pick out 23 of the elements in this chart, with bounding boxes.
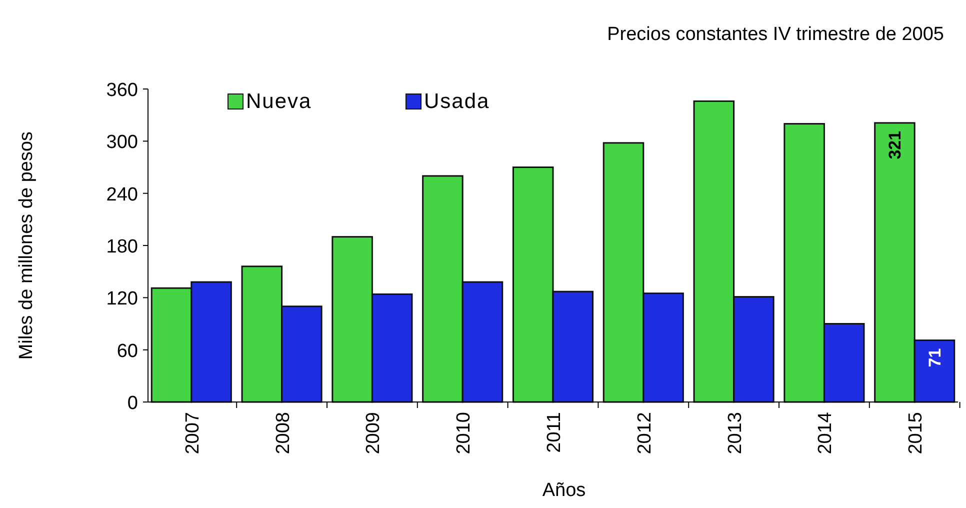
x-tick-label: 2011 [544,412,565,453]
data-label: 321 [886,130,905,160]
x-tick-label: 2015 [906,412,927,454]
y-tick-label: 0 [127,393,138,414]
x-tick-label: 2007 [182,412,204,454]
chart-subtitle: Precios constantes IV trimestre de 2005 [607,24,944,45]
x-tick-label: 2012 [634,412,656,454]
x-tick-label: 2010 [454,412,475,454]
x-tick-label: 2009 [363,412,384,454]
x-tick-label: 2014 [815,412,836,454]
y-axis-title: Miles de millones de pesos [16,131,37,360]
x-tick-label: 2008 [272,412,294,454]
legend-label: Nueva [246,90,312,113]
data-label: 71 [925,348,944,368]
y-tick-label: 120 [106,288,138,310]
x-axis-title: Años [542,480,586,501]
y-tick-label: 60 [116,340,138,362]
y-tick-label: 180 [106,236,138,258]
legend-label: Usada [424,90,490,113]
y-tick-label: 240 [106,184,138,206]
x-tick-label: 2013 [724,412,746,454]
y-tick-label: 360 [106,80,138,101]
y-tick-label: 300 [106,132,138,154]
